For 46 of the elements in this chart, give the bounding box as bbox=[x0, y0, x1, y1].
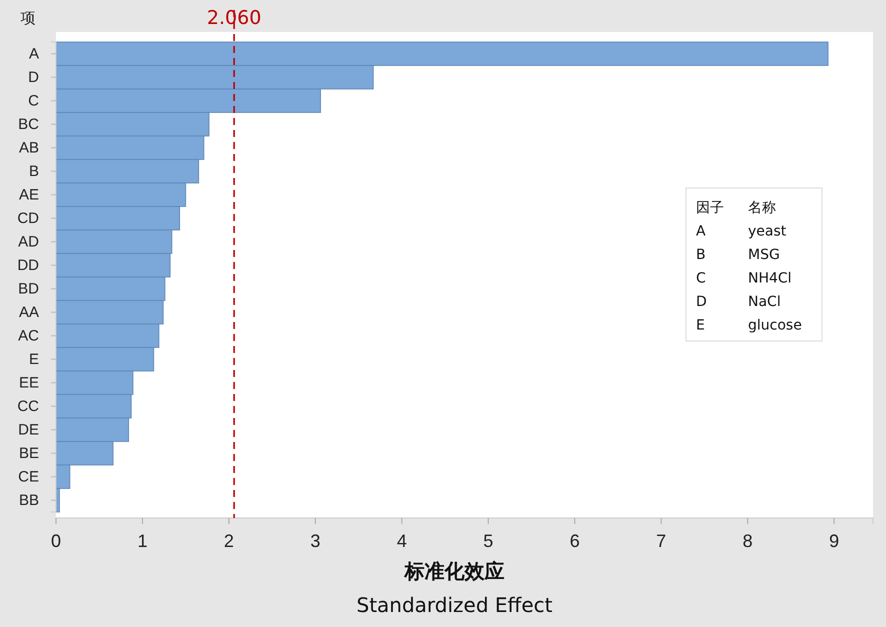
y-tick-label: D bbox=[28, 69, 40, 86]
x-tick-label: 8 bbox=[742, 530, 753, 551]
y-tick-label: CD bbox=[17, 210, 40, 228]
annotation: D bbox=[696, 294, 707, 310]
y-tick-label: E bbox=[28, 351, 39, 368]
y-tick-label: BC bbox=[18, 116, 40, 134]
y-axis-title: 项 bbox=[20, 9, 36, 27]
y-tick-label: CC bbox=[17, 398, 40, 416]
y-tick-label: AD bbox=[18, 234, 40, 251]
y-tick-label: BB bbox=[18, 492, 39, 510]
x-tick-label: 0 bbox=[50, 530, 62, 551]
x-tick-label: 9 bbox=[829, 530, 840, 551]
y-tick-label: AE bbox=[18, 186, 39, 204]
annotation: B bbox=[696, 247, 706, 263]
y-tick-label: B bbox=[28, 163, 39, 180]
text: Standardized Effect bbox=[356, 593, 553, 617]
y-tick-label: A bbox=[28, 46, 39, 63]
annotation: MSG bbox=[748, 247, 780, 263]
y-tick-label: AC bbox=[18, 328, 40, 345]
y-tick-label: CE bbox=[18, 468, 39, 486]
y-tick-label: AB bbox=[18, 140, 39, 157]
annotation: A bbox=[696, 224, 706, 240]
y-tick-label: EE bbox=[18, 374, 39, 392]
ref-line-label: 2.060 bbox=[206, 7, 262, 29]
x-tick-label: 5 bbox=[483, 530, 494, 551]
y-tick-label: BE bbox=[18, 445, 39, 462]
annotation: yeast bbox=[748, 224, 787, 240]
y-tick-label: BD bbox=[18, 280, 40, 298]
annotation: 因子 bbox=[696, 200, 724, 216]
x-tick-label: 3 bbox=[310, 530, 320, 551]
annotation: NH4Cl bbox=[748, 270, 792, 286]
annotation: E bbox=[696, 318, 705, 334]
annotation: C bbox=[696, 270, 706, 286]
x-tick-label: 1 bbox=[137, 530, 148, 551]
x-tick-label: 2 bbox=[224, 530, 234, 551]
annotation: 名称 bbox=[748, 200, 776, 216]
x-axis-title: 标准化效应 bbox=[404, 559, 504, 583]
annotation: NaCl bbox=[748, 294, 781, 310]
y-tick-label: AA bbox=[18, 304, 39, 322]
y-tick-label: C bbox=[28, 92, 40, 110]
y-tick-label: DE bbox=[18, 422, 39, 439]
x-tick-label: 6 bbox=[570, 530, 580, 551]
x-tick-label: 7 bbox=[656, 530, 666, 551]
y-tick-label: DD bbox=[17, 257, 40, 274]
x-tick-label: 4 bbox=[396, 530, 407, 551]
annotation: glucose bbox=[748, 318, 802, 334]
